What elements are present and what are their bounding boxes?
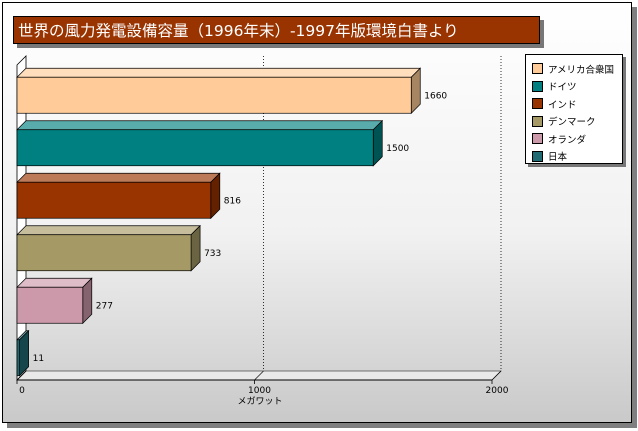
legend-item-india: インド bbox=[532, 95, 622, 113]
floor-grid-diagonal bbox=[491, 370, 502, 381]
legend-item-japan: 日本 bbox=[532, 148, 622, 166]
bar bbox=[16, 76, 412, 114]
legend-swatch bbox=[532, 133, 543, 145]
data-label: 277 bbox=[96, 301, 113, 311]
floor-grid-diagonal bbox=[254, 370, 264, 381]
legend-label: デンマーク bbox=[548, 117, 596, 129]
chart-title: 世界の風力発電設備容量（1996年末）-1997年版環境白書より bbox=[13, 16, 540, 44]
bar bbox=[16, 286, 84, 324]
bar bbox=[16, 234, 192, 272]
data-label: 816 bbox=[224, 196, 241, 206]
legend-swatch bbox=[532, 115, 543, 127]
legend-label: オランダ bbox=[548, 134, 587, 146]
floor-grid-diagonal bbox=[16, 370, 27, 381]
x-tick-label: 2000 bbox=[486, 386, 509, 396]
bar bbox=[16, 129, 374, 167]
legend-label: アメリカ合衆国 bbox=[548, 64, 615, 76]
bar bbox=[16, 181, 212, 219]
legend-item-germany: ドイツ bbox=[532, 78, 622, 96]
data-label: 1500 bbox=[386, 144, 409, 154]
chart-legend: アメリカ合衆国 ドイツ インド デンマーク オランダ 日本 bbox=[525, 54, 623, 164]
legend-item-netherlands: オランダ bbox=[532, 130, 622, 148]
legend-swatch bbox=[532, 98, 543, 110]
data-label: 11 bbox=[33, 354, 44, 364]
legend-label: 日本 bbox=[548, 152, 568, 164]
bar-top-face bbox=[16, 172, 221, 183]
bar-top-face bbox=[16, 120, 384, 131]
legend-item-usa: アメリカ合衆国 bbox=[532, 60, 622, 78]
x-axis-label: メガワット bbox=[237, 396, 282, 407]
x-tick-label: 1000 bbox=[248, 386, 271, 396]
data-label: 1660 bbox=[424, 91, 447, 101]
bar-top-face bbox=[16, 277, 93, 288]
bar-top-face bbox=[16, 67, 422, 78]
bar-top-face bbox=[16, 225, 201, 236]
bar bbox=[16, 339, 20, 377]
legend-swatch bbox=[532, 150, 543, 162]
legend-label: インド bbox=[548, 99, 577, 111]
x-tick-label: 0 bbox=[19, 386, 25, 396]
legend-swatch bbox=[532, 63, 543, 75]
legend-item-denmark: デンマーク bbox=[532, 113, 622, 131]
legend-label: ドイツ bbox=[548, 82, 577, 94]
data-label: 733 bbox=[204, 249, 221, 259]
legend-swatch bbox=[532, 80, 543, 92]
